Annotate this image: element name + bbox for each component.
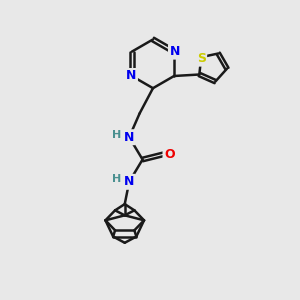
Text: N: N bbox=[126, 70, 136, 83]
Text: N: N bbox=[124, 131, 134, 144]
Text: N: N bbox=[124, 175, 134, 188]
Text: O: O bbox=[164, 148, 175, 161]
Text: S: S bbox=[197, 52, 206, 65]
Text: H: H bbox=[112, 130, 121, 140]
Text: H: H bbox=[112, 174, 121, 184]
Text: N: N bbox=[169, 45, 180, 58]
